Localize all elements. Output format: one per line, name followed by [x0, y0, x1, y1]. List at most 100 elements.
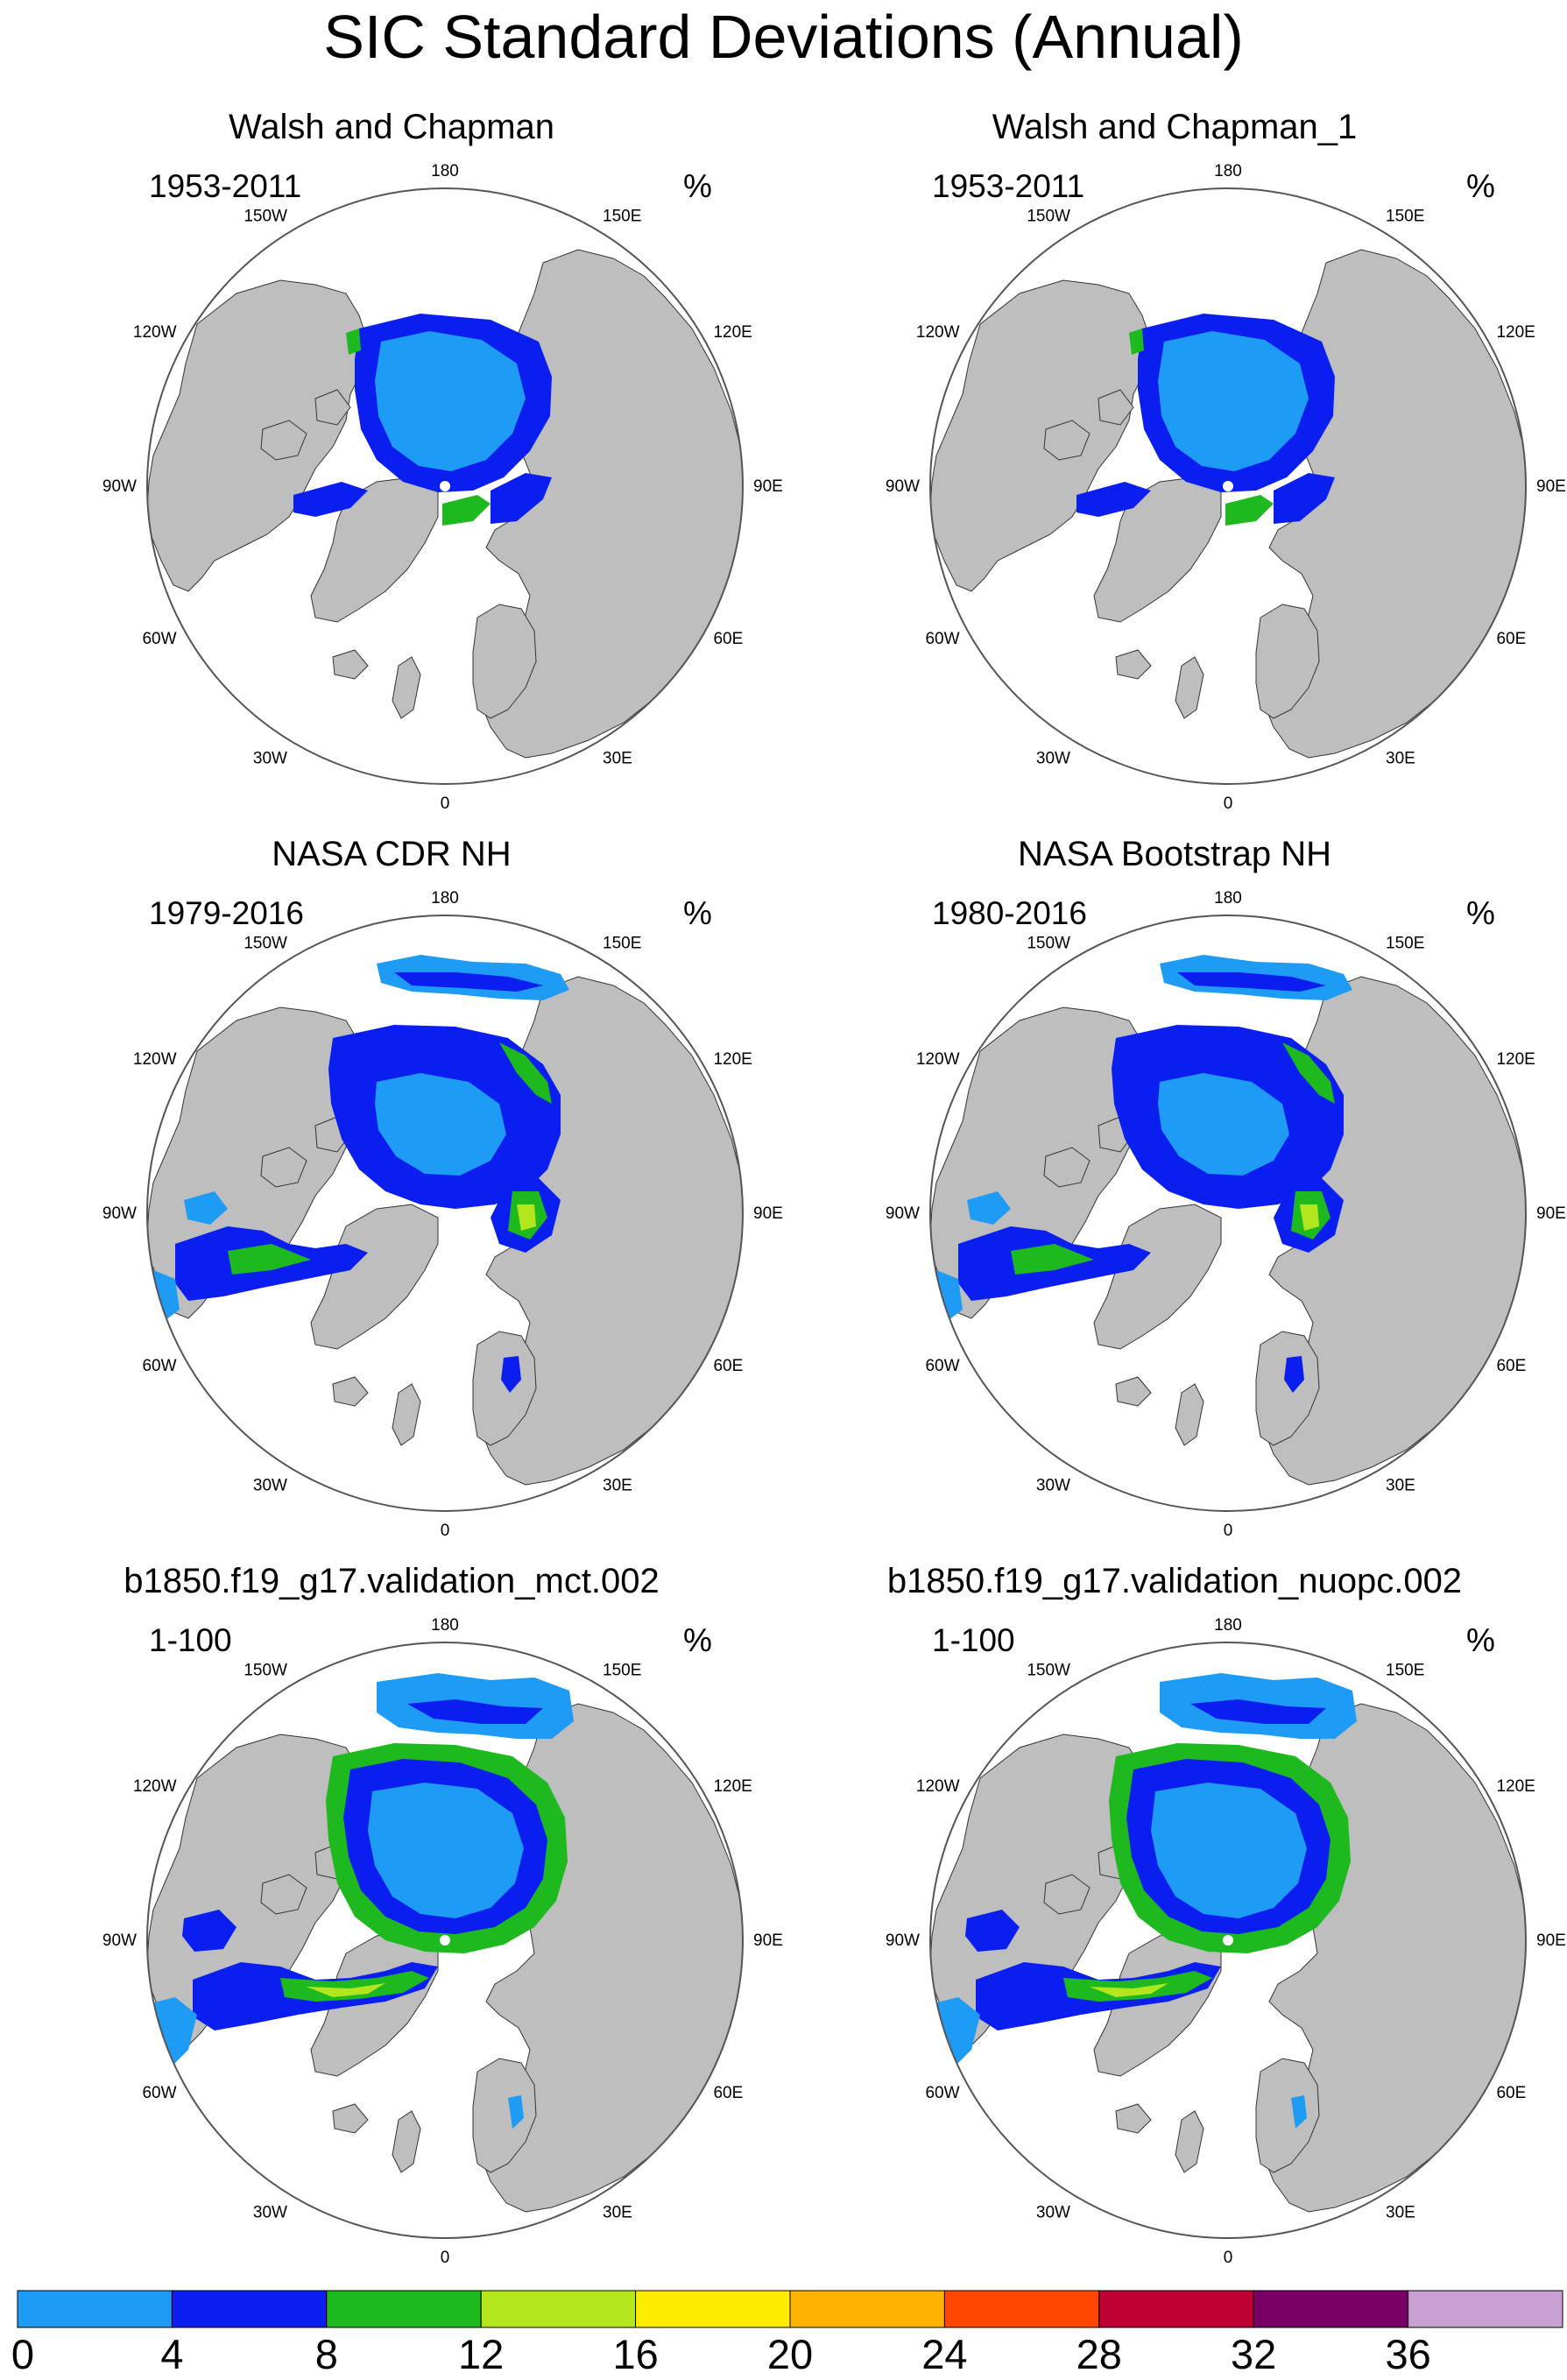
ice-stddev-region	[228, 1244, 311, 1275]
longitude-label: 180	[1214, 1616, 1242, 1635]
longitude-label: 0	[1224, 795, 1233, 813]
colorbar-tick-label: 32	[1231, 2331, 1277, 2377]
colorbar-swatch	[480, 2290, 637, 2328]
land-mass	[472, 1331, 537, 1446]
panel-title: NASA CDR NH	[272, 835, 512, 873]
panel-period: 1953-2011	[932, 168, 1085, 204]
colorbar-tick-label: 12	[458, 2331, 505, 2377]
colorbar-labels: 0 4 8 12 16 20 24 28 32 36	[0, 2330, 1567, 2380]
ice-stddev-region	[1076, 482, 1151, 517]
longitude-label: 90W	[886, 1204, 920, 1223]
map-panel: b1850.f19_g17.validation_mct.002 1-100% 18…	[0, 1559, 783, 2286]
colorbar	[17, 2290, 1563, 2328]
land-mass	[1093, 1204, 1222, 1350]
map-border	[146, 187, 744, 785]
panel-title: Walsh and Chapman_1	[992, 108, 1358, 146]
longitude-label: 180	[1214, 889, 1242, 908]
colorbar-tick-label: 8	[314, 2331, 338, 2377]
ice-stddev-region	[1063, 1971, 1212, 2002]
longitude-label: 90W	[102, 477, 137, 496]
land-mass	[1043, 420, 1091, 461]
longitude-label: 150W	[244, 935, 287, 953]
map-border	[929, 187, 1527, 785]
longitude-label: 60W	[142, 2084, 176, 2102]
longitude-label: 120W	[133, 1777, 177, 1796]
ice-stddev-region	[346, 328, 361, 355]
longitude-label: 150E	[1386, 208, 1424, 226]
land-mass	[1098, 389, 1134, 426]
ice-stddev-region	[375, 331, 526, 471]
panel-period: 1953-2011	[149, 168, 302, 204]
longitude-label: 0	[1224, 1522, 1233, 1540]
pole-hole	[1223, 1935, 1233, 1946]
longitude-label: 120E	[1496, 1050, 1535, 1069]
map-panel: NASA CDR NH 1979-2016% 180 150W 150E 120W 120E…	[0, 832, 783, 1559]
longitude-label: 180	[431, 1616, 459, 1635]
land-mass	[260, 420, 307, 461]
panel-title: Walsh and Chapman	[228, 108, 555, 146]
longitude-label: 120E	[713, 1050, 752, 1069]
longitude-label: 30W	[253, 2203, 287, 2221]
ice-stddev-region	[508, 2095, 524, 2129]
land-mass	[392, 2110, 421, 2173]
longitude-label: 90E	[1536, 1932, 1566, 1950]
longitude-label: 30E	[603, 2203, 632, 2221]
longitude-label: 60E	[1496, 1357, 1526, 1375]
longitude-label: 120W	[133, 323, 177, 342]
colorbar-tick-label: 36	[1385, 2331, 1431, 2377]
longitude-label: 120E	[713, 323, 752, 342]
panel-unit: %	[683, 1622, 712, 1658]
colorbar-swatch	[1408, 2290, 1563, 2328]
panel-unit: %	[1466, 1622, 1495, 1658]
panel-period: 1-100	[932, 1622, 1015, 1658]
longitude-label: 150E	[603, 1662, 641, 1680]
land-mass	[930, 279, 1152, 592]
colorbar-swatch	[17, 2290, 173, 2328]
longitude-label: 120E	[1496, 323, 1535, 342]
figure-title: SIC Standard Deviations (Annual)	[323, 3, 1244, 71]
land-mass	[472, 604, 537, 719]
ice-stddev-region	[1011, 1244, 1094, 1275]
longitude-label: 120E	[1496, 1777, 1535, 1796]
longitude-label: 120W	[133, 1050, 177, 1069]
map-panel: NASA Bootstrap NH 1980-2016% 180 150W 150E 12…	[783, 832, 1566, 1559]
panel-unit: %	[683, 895, 712, 931]
polar-map: 180 150W 150E 120W 120E 90W 90E 60W 60E 30W 30E 0	[886, 1616, 1566, 2267]
longitude-label: 30E	[1386, 1476, 1415, 1494]
longitude-label: 90W	[886, 477, 920, 496]
longitude-label: 150E	[603, 208, 641, 226]
longitude-label: 150W	[1027, 935, 1070, 953]
longitude-label: 60W	[142, 1357, 176, 1375]
pole-hole	[440, 1208, 450, 1218]
longitude-label: 30W	[253, 749, 287, 767]
longitude-label: 60E	[713, 1357, 743, 1375]
longitude-label: 60W	[925, 630, 959, 648]
colorbar-tick-label: 20	[766, 2331, 814, 2377]
longitude-label: 180	[1214, 162, 1242, 180]
longitude-label: 90E	[1536, 1204, 1566, 1223]
land-mass	[260, 1874, 307, 1915]
ice-stddev-region	[1158, 1073, 1289, 1176]
longitude-label: 90E	[1536, 477, 1566, 496]
longitude-label: 150W	[1027, 1662, 1070, 1680]
land-mass	[1115, 2103, 1152, 2134]
longitude-label: 150W	[1027, 208, 1070, 226]
longitude-label: 60E	[713, 630, 743, 648]
longitude-label: 90W	[102, 1204, 137, 1223]
ice-stddev-region	[499, 1042, 552, 1104]
longitude-label: 150E	[1386, 935, 1424, 953]
map-panel: b1850.f19_g17.validation_nuopc.002 1-100%…	[783, 1559, 1566, 2286]
longitude-label: 60W	[142, 630, 176, 648]
longitude-label: 120W	[916, 1050, 960, 1069]
ice-stddev-region	[1177, 972, 1326, 992]
longitude-label: 60E	[1496, 2084, 1526, 2102]
longitude-label: 60W	[925, 1357, 959, 1375]
pole-hole	[440, 1935, 450, 1946]
panel-period: 1980-2016	[932, 895, 1087, 931]
ice-stddev-region	[394, 972, 543, 992]
map-border	[929, 915, 1527, 1512]
panel-period: 1-100	[149, 1622, 232, 1658]
ice-stddev-region	[965, 1910, 1020, 1952]
map-border	[146, 1642, 744, 2239]
polar-map: 180 150W 150E 120W 120E 90W 90E 60W 60E 30W 30E 0	[102, 162, 783, 813]
